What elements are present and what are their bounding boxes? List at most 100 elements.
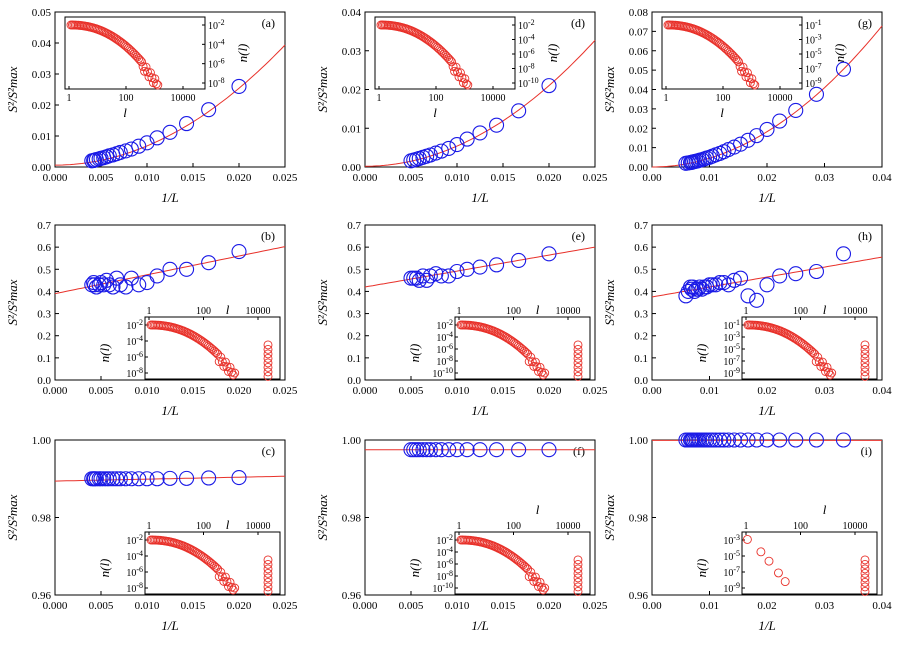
y-tick-label: 0.4 bbox=[634, 286, 648, 298]
inset-point bbox=[263, 358, 273, 368]
data-point bbox=[835, 246, 852, 262]
y-tick-label: 0.0 bbox=[634, 375, 648, 387]
x-tick-label: 0.015 bbox=[491, 172, 516, 184]
y-tick-label: 0.00 bbox=[32, 162, 52, 174]
data-point bbox=[131, 138, 147, 154]
inset-e: 1 100 10000 10-210-410-610-810-10 l n(l) bbox=[407, 302, 591, 381]
data-point bbox=[740, 288, 756, 304]
data-point bbox=[84, 153, 100, 169]
fit-line bbox=[364, 246, 596, 288]
inset-point bbox=[712, 36, 721, 46]
y-tick-label: 0.7 bbox=[634, 220, 648, 232]
inset-y-tick-label: 10-4 bbox=[208, 37, 225, 51]
inset-point bbox=[210, 561, 220, 571]
inset-y-tick-label: 10-4 bbox=[518, 33, 535, 47]
inset-point bbox=[224, 367, 233, 376]
data-point bbox=[489, 117, 505, 133]
data-point bbox=[231, 244, 247, 260]
inset-x-label: l bbox=[536, 502, 540, 517]
x-tick-label: 0.00 bbox=[642, 385, 662, 397]
data-point bbox=[759, 277, 775, 293]
inset-point bbox=[447, 57, 457, 67]
data-point bbox=[93, 275, 109, 291]
inset-x-tick-label: 1 bbox=[457, 306, 462, 317]
inset-point bbox=[540, 583, 550, 593]
inset-point bbox=[813, 352, 823, 362]
y-tick-label: 0.3 bbox=[37, 309, 51, 321]
data-point bbox=[139, 135, 155, 151]
x-tick-label: 0.020 bbox=[227, 600, 252, 612]
inset-point bbox=[196, 550, 206, 560]
inset-point bbox=[540, 368, 550, 378]
y-tick-label: 0.06 bbox=[629, 46, 649, 58]
inset-point bbox=[225, 362, 235, 372]
data-point bbox=[772, 432, 788, 448]
inset-point bbox=[196, 335, 206, 345]
inset-point bbox=[113, 35, 123, 45]
x-tick-label: 0.020 bbox=[227, 172, 252, 184]
inset-point bbox=[134, 54, 144, 63]
inset-point bbox=[504, 549, 514, 559]
data-point bbox=[808, 263, 825, 280]
inset-y-tick-label: 10-9 bbox=[723, 366, 740, 380]
inset-point bbox=[132, 52, 142, 62]
data-point bbox=[415, 268, 431, 284]
inset-x-label: l bbox=[123, 105, 127, 120]
inset-point bbox=[729, 52, 739, 62]
data-point bbox=[759, 121, 775, 137]
inset-point bbox=[520, 346, 529, 356]
inset-y-tick-label: 10-6 bbox=[436, 557, 453, 571]
inset-point bbox=[501, 332, 511, 342]
y-axis-label: S²/S²max bbox=[602, 494, 617, 540]
data-point bbox=[131, 471, 147, 487]
x-tick-label: 0.005 bbox=[89, 600, 114, 612]
fit-line bbox=[54, 475, 286, 482]
inset-point bbox=[451, 62, 461, 72]
x-tick-label: 0.01 bbox=[700, 600, 719, 612]
data-point bbox=[835, 432, 852, 448]
inset-point bbox=[573, 586, 583, 596]
inset-point bbox=[748, 79, 758, 89]
y-tick-label: 0.98 bbox=[342, 513, 362, 525]
x-axis-label: 1/L bbox=[161, 403, 178, 418]
y-tick-label: 0.03 bbox=[629, 104, 649, 116]
inset-x-tick-label: 100 bbox=[716, 93, 731, 104]
data-point bbox=[749, 292, 765, 308]
inset-x-tick-label: 1 bbox=[744, 521, 749, 532]
inset-x-label: l bbox=[226, 517, 230, 532]
inset-y-tick-label: 10-7 bbox=[723, 354, 740, 368]
y-tick-label: 0.3 bbox=[634, 309, 648, 321]
inset-y-tick-label: 10-10 bbox=[432, 366, 453, 380]
data-point bbox=[489, 442, 505, 458]
y-axis-label: S²/S²max bbox=[602, 66, 617, 112]
data-point bbox=[541, 78, 557, 94]
data-point bbox=[788, 102, 804, 118]
inset-point bbox=[521, 348, 531, 358]
y-tick-label: 0.96 bbox=[629, 590, 649, 602]
inset-y-tick-label: 10-8 bbox=[436, 354, 453, 368]
data-point bbox=[678, 432, 694, 448]
y-tick-label: 0.02 bbox=[629, 123, 648, 135]
inset-point bbox=[222, 362, 232, 372]
inset-x-label: l bbox=[823, 502, 827, 517]
inset-point bbox=[860, 573, 870, 583]
data-point bbox=[772, 113, 788, 129]
inset-point bbox=[860, 582, 870, 592]
data-point bbox=[179, 116, 195, 132]
data-point bbox=[472, 125, 488, 141]
fit-line bbox=[652, 25, 883, 168]
inset-x-tick-label: 10000 bbox=[843, 306, 868, 317]
y-tick-label: 0.03 bbox=[32, 69, 52, 81]
inset-point bbox=[214, 572, 224, 582]
inset-point bbox=[442, 52, 452, 62]
data-point bbox=[489, 257, 505, 273]
inset-x-tick-label: 100 bbox=[119, 93, 134, 104]
inset-point bbox=[263, 340, 273, 350]
data-point bbox=[511, 442, 527, 458]
y-tick-label: 0.4 bbox=[37, 286, 51, 298]
data-point bbox=[459, 442, 475, 458]
inset-y-tick-label: 10-8 bbox=[436, 569, 453, 583]
data-point bbox=[149, 130, 165, 146]
y-tick-label: 1.00 bbox=[629, 435, 649, 447]
data-point bbox=[749, 432, 765, 448]
